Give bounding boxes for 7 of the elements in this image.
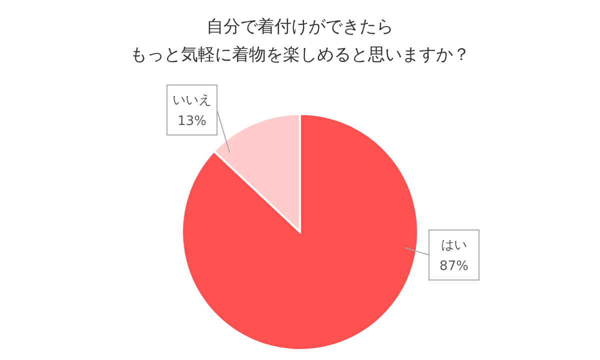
chart-subtitle: もっと気軽に着物を楽しめると思いますか？ (130, 45, 470, 65)
chart-title: 自分で着付けができたら (206, 17, 394, 37)
data-label: 13% (178, 114, 206, 129)
slice-label: いいえ (172, 93, 212, 108)
pie-slice (181, 113, 419, 351)
slice-label: はい (441, 238, 467, 253)
data-label: 87% (440, 259, 468, 274)
